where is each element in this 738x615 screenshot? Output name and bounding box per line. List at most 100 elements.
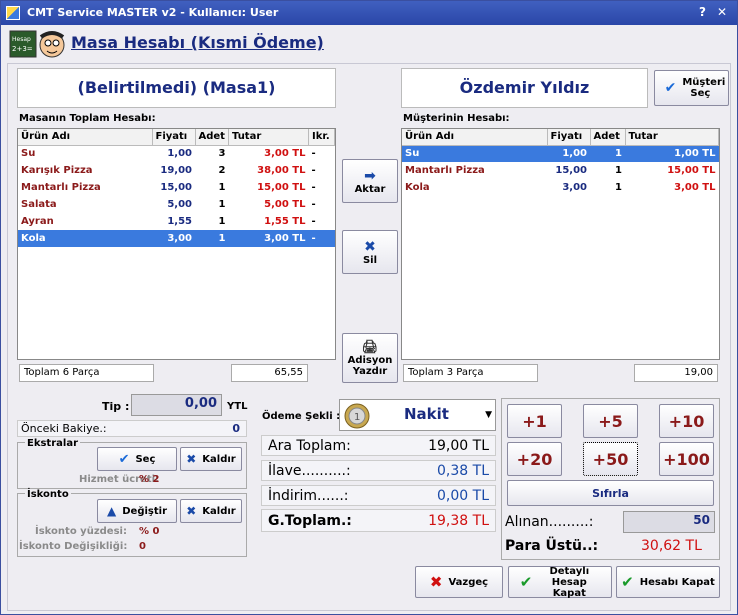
table-row[interactable]: Mantarlı Pizza 15,00 1 15,00 TL — [402, 162, 719, 179]
iskonto-degistir-button[interactable]: ▲ Değiştir — [97, 499, 177, 523]
table-bill-grid[interactable]: Ürün Adı Fiyatı Adet Tutar Ikr. Su 1,00 3 3,00 … — [17, 128, 336, 360]
table-cell: 1,00 TL — [625, 145, 719, 162]
column-header[interactable]: Adet — [195, 129, 229, 146]
coin-icon: 1 — [344, 403, 370, 429]
table-row[interactable]: Su 1,00 3 3,00 TL - — [18, 145, 335, 162]
odeme-select[interactable]: 1 Nakit ▼ — [339, 399, 496, 431]
adisyon-print-button[interactable]: 🖨 Adisyon Yazdır — [342, 333, 398, 383]
table-cell: 15,00 TL — [257, 182, 306, 193]
add-1-button[interactable]: +1 — [507, 404, 562, 438]
add-20-button[interactable]: +20 — [507, 442, 562, 476]
table-bill-total: 65,55 — [231, 364, 308, 382]
table-cell: 1 — [195, 230, 229, 247]
printer-icon: 🖨 — [361, 339, 379, 355]
ekstralar-title: Ekstralar — [25, 438, 81, 449]
aktar-button[interactable]: ➡ Aktar — [342, 159, 398, 203]
help-button[interactable]: ? — [699, 5, 706, 19]
table-row[interactable]: Salata 5,00 1 5,00 TL - — [18, 196, 335, 213]
table-cell: 1 — [615, 182, 622, 193]
ekstra-kaldir-button[interactable]: ✖ Kaldır — [180, 447, 242, 471]
table-cell: - — [311, 165, 316, 176]
table-row[interactable]: Karışık Pizza 19,00 2 38,00 TL - — [18, 162, 335, 179]
table-cell: 3,00 TL — [674, 182, 716, 193]
customer-bill-label: Müşterinin Hesabı: — [403, 113, 510, 124]
table-row[interactable]: Su 1,00 1 1,00 TL — [402, 145, 719, 162]
table-cell: 15,00 TL — [667, 165, 716, 176]
column-header[interactable]: Ürün Adı — [18, 129, 153, 146]
table-cell: 3,00 TL — [264, 148, 306, 160]
table-cell: 1,55 TL — [264, 216, 306, 227]
column-header[interactable]: Ürün Adı — [402, 129, 548, 146]
add-5-button[interactable]: +5 — [583, 404, 638, 438]
table-cell: 1,00 — [167, 148, 192, 160]
column-header[interactable]: Tutar — [228, 129, 309, 146]
close-button[interactable]: ✕ — [717, 5, 728, 19]
table-cell: - — [311, 216, 316, 227]
delete-icon: ✖ — [186, 452, 197, 466]
sifirla-button[interactable]: Sıfırla — [507, 480, 714, 506]
sil-button[interactable]: ✖ Sil — [342, 230, 398, 274]
triangle-up-icon: ▲ — [107, 504, 117, 518]
column-header[interactable]: Adet — [590, 129, 626, 146]
table-cell: 3,00 TL — [228, 230, 309, 247]
alinan-input[interactable]: 50 — [623, 511, 715, 533]
para-ustu-value: 30,62 TL — [641, 538, 702, 554]
check-icon: ✔ — [621, 573, 634, 591]
hesabi-kapat-button[interactable]: ✔ Hesabı Kapat — [616, 566, 720, 598]
table-cell: Salata — [21, 199, 57, 210]
tip-label: Tip : — [102, 400, 130, 413]
table-row[interactable]: Mantarlı Pizza 15,00 1 15,00 TL - — [18, 179, 335, 196]
window-title: CMT Service MASTER v2 - Kullanıcı: User — [27, 6, 279, 19]
table-cell: Kola — [18, 230, 152, 247]
column-header[interactable]: Fiyatı — [152, 129, 196, 146]
column-header[interactable]: Ikr. — [308, 129, 336, 146]
table-cell: 3,00 — [152, 230, 195, 247]
table-row[interactable]: Ayran 1,55 1 1,55 TL - — [18, 213, 335, 230]
table-cell: 1 — [615, 165, 622, 176]
table-cell: 15,00 — [160, 182, 192, 193]
column-header[interactable]: Fiyatı — [547, 129, 591, 146]
check-icon: ✔ — [664, 80, 677, 96]
table-cell: 1 — [218, 199, 226, 210]
hizmet-value: % 2 — [139, 474, 160, 485]
table-bill-count: Toplam 6 Parça — [19, 364, 154, 382]
iskonto-degisiklik-label: İskonto Değişikliği: — [19, 541, 128, 552]
indirim-row: İndirim......: 0,00 TL — [261, 485, 496, 506]
title-bar: CMT Service MASTER v2 - Kullanıcı: User … — [1, 1, 737, 25]
delete-icon: ✖ — [186, 504, 197, 518]
add-50-button[interactable]: +50 — [583, 442, 638, 476]
add-100-button[interactable]: +100 — [659, 442, 714, 476]
table-cell: 15,00 — [555, 165, 587, 176]
customer-name: Özdemir Yıldız — [401, 68, 648, 108]
table-cell: - — [308, 230, 335, 247]
vazgec-button[interactable]: ✖ Vazgeç — [415, 566, 503, 598]
iskonto-kaldir-button[interactable]: ✖ Kaldır — [180, 499, 242, 523]
iskonto-title: İskonto — [25, 489, 71, 500]
customer-bill-total: 19,00 — [634, 364, 718, 382]
table-cell: - — [311, 182, 316, 193]
musteri-sec-button[interactable]: ✔ Müşteri Seç — [654, 70, 729, 106]
ara-toplam-row: Ara Toplam: 19,00 TL — [261, 435, 496, 456]
table-cell: 1,55 — [167, 216, 192, 227]
table-row[interactable]: Kola 3,00 1 3,00 TL — [402, 179, 719, 196]
column-header[interactable]: Tutar — [625, 129, 719, 146]
delete-icon: ✖ — [364, 238, 376, 255]
customer-bill-grid[interactable]: Ürün Adı Fiyatı Adet Tutar Su 1,00 1 1,00 TL Ma… — [401, 128, 720, 360]
svg-text:Hesap: Hesap — [12, 36, 31, 43]
add-10-button[interactable]: +10 — [659, 404, 714, 438]
detayli-kapat-button[interactable]: ✔ Detaylı Hesap Kapat — [508, 566, 612, 599]
svg-text:1: 1 — [354, 412, 360, 423]
customer-bill-count: Toplam 3 Parça — [403, 364, 538, 382]
table-cell: 3 — [218, 148, 226, 160]
ilave-row: İlave..........: 0,38 TL — [261, 460, 496, 481]
table-cell: 1 — [218, 182, 226, 193]
table-row[interactable]: Kola 3,00 1 3,00 TL - — [18, 230, 335, 247]
ekstra-sec-button[interactable]: ✔ Seç — [97, 447, 177, 471]
table-cell: Kola — [405, 182, 430, 193]
table-cell: Su — [402, 145, 547, 162]
table-cell: Mantarlı Pizza — [21, 182, 101, 193]
iskonto-degisiklik-value: 0 — [139, 541, 146, 552]
tip-input[interactable]: 0,00 — [131, 394, 222, 416]
gtoplam-row: G.Toplam.: 19,38 TL — [261, 509, 496, 532]
